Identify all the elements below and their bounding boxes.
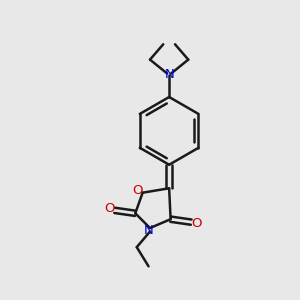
Text: N: N (144, 224, 154, 238)
Text: O: O (132, 184, 142, 197)
Text: O: O (104, 202, 115, 215)
Text: N: N (164, 68, 174, 81)
Text: O: O (191, 217, 202, 230)
